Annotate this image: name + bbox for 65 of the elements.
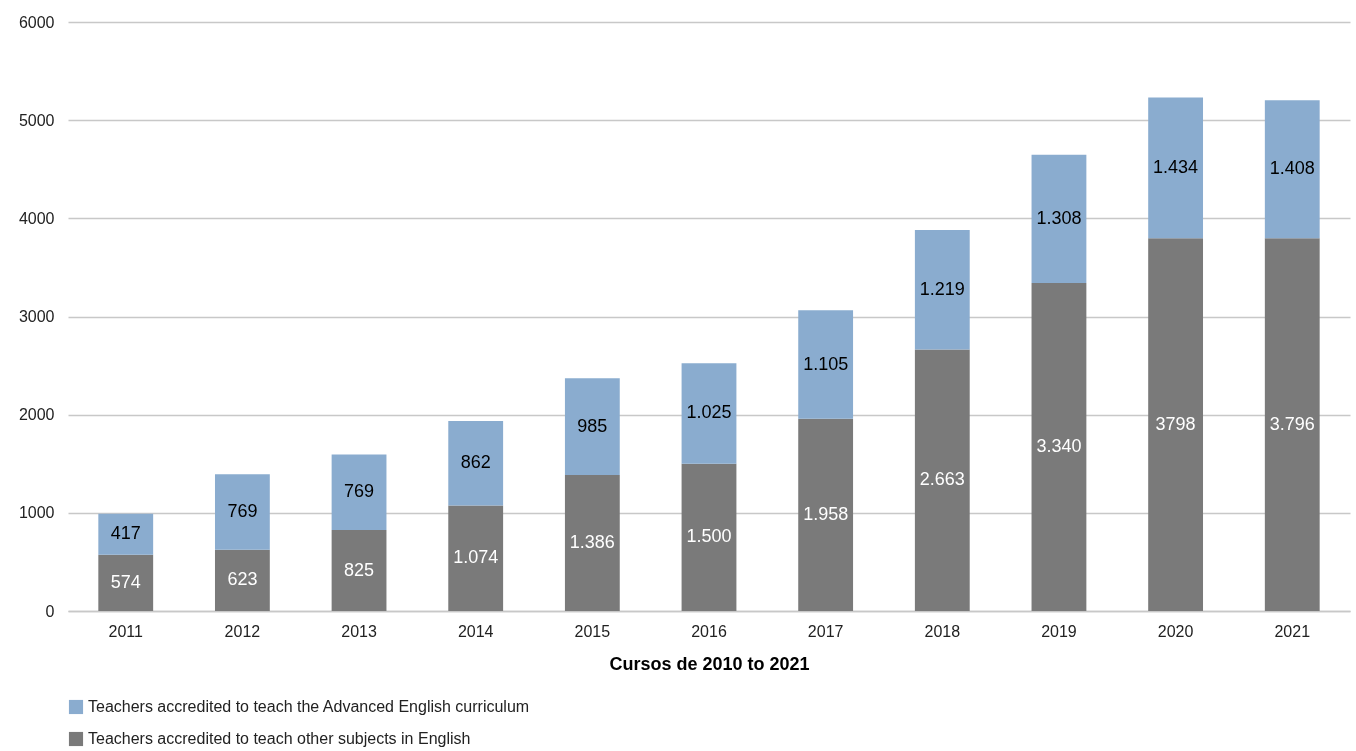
data-label: 3.796 bbox=[1269, 413, 1315, 434]
data-label: 862 bbox=[460, 452, 491, 473]
bar bbox=[1148, 97, 1204, 239]
y-tick-label: 4000 bbox=[18, 209, 55, 227]
bar bbox=[448, 505, 504, 611]
legend-label: Teachers accredited to teach the Advanced English curriculum bbox=[88, 698, 530, 715]
bar bbox=[1031, 283, 1087, 611]
y-tick-label: 0 bbox=[45, 602, 55, 620]
data-label: 2.663 bbox=[919, 469, 965, 490]
data-label: 3.340 bbox=[1036, 436, 1082, 457]
x-tick-label: 2018 bbox=[924, 622, 961, 640]
x-tick-label: 2015 bbox=[574, 622, 611, 640]
x-tick-label: 2013 bbox=[341, 622, 377, 640]
data-label: 1.308 bbox=[1036, 207, 1082, 228]
x-tick-label: 2016 bbox=[691, 622, 727, 640]
bar bbox=[98, 513, 154, 555]
data-label: 985 bbox=[577, 415, 608, 436]
bar bbox=[331, 454, 387, 531]
x-tick-label: 2012 bbox=[224, 622, 261, 640]
data-label: 417 bbox=[110, 523, 141, 544]
bar bbox=[914, 349, 970, 611]
data-label: 1.219 bbox=[919, 278, 965, 299]
y-tick-label: 3000 bbox=[18, 308, 55, 325]
bar bbox=[214, 549, 270, 611]
bar bbox=[564, 474, 620, 611]
bar bbox=[798, 310, 854, 419]
bar bbox=[681, 363, 737, 464]
data-label: 3798 bbox=[1155, 413, 1196, 434]
bar bbox=[1264, 238, 1320, 611]
bar bbox=[564, 378, 620, 475]
data-label: 769 bbox=[227, 501, 258, 522]
bar bbox=[1148, 238, 1204, 611]
data-label: 1.025 bbox=[686, 402, 732, 423]
data-label: 1.500 bbox=[686, 526, 732, 547]
x-tick-label: 2011 bbox=[108, 622, 144, 640]
y-tick-label: 2000 bbox=[18, 406, 55, 424]
bar bbox=[331, 530, 387, 611]
y-tick-label: 6000 bbox=[18, 13, 55, 31]
bar bbox=[214, 474, 270, 550]
data-label: 1.074 bbox=[453, 547, 499, 568]
x-axis-title: Cursos de 2010 to 2021 bbox=[609, 653, 810, 674]
y-tick-label: 5000 bbox=[18, 111, 55, 129]
data-label: 623 bbox=[227, 569, 258, 590]
data-label: 825 bbox=[344, 559, 375, 580]
x-tick-label: 2014 bbox=[457, 622, 494, 640]
x-tick-label: 2019 bbox=[1041, 622, 1077, 640]
data-label: 769 bbox=[344, 481, 375, 502]
data-label: 1.408 bbox=[1269, 158, 1315, 179]
data-label: 574 bbox=[110, 571, 141, 592]
x-tick-label: 2020 bbox=[1157, 622, 1194, 640]
bar bbox=[914, 229, 970, 350]
bar bbox=[798, 418, 854, 611]
data-label: 1.958 bbox=[803, 503, 849, 524]
data-label: 1.105 bbox=[803, 353, 849, 374]
bar bbox=[681, 463, 737, 611]
y-tick-label: 1000 bbox=[18, 504, 55, 522]
legend-label: Teachers accredited to teach other subjects in English bbox=[88, 730, 471, 747]
bar bbox=[448, 420, 504, 506]
bar bbox=[1031, 154, 1087, 284]
data-label: 1.434 bbox=[1153, 156, 1199, 177]
bar bbox=[98, 554, 154, 611]
x-tick-label: 2021 bbox=[1274, 622, 1311, 640]
data-label: 1.386 bbox=[569, 531, 615, 552]
bar bbox=[1264, 100, 1320, 239]
x-tick-label: 2017 bbox=[807, 622, 844, 640]
